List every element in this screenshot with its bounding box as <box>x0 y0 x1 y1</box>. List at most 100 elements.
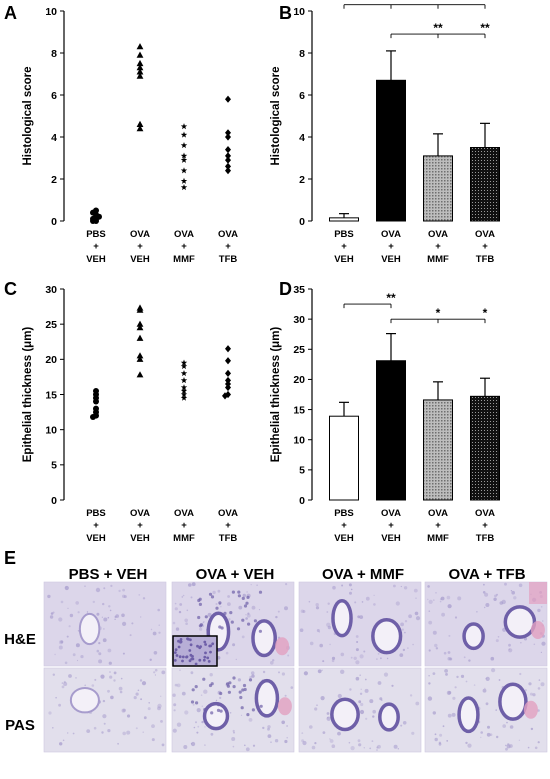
chart-d-sig-mark: ** <box>386 291 396 305</box>
histo-infiltrate <box>198 602 202 607</box>
histo-speckle <box>496 593 498 596</box>
histo-speckle <box>203 621 205 623</box>
histo-speckle <box>172 728 177 733</box>
histo-speckle <box>446 740 449 742</box>
histo-speckle <box>441 612 445 617</box>
histo-infiltrate <box>197 615 201 620</box>
histo-speckle <box>113 671 117 675</box>
chart-d-y-tick-label: 20 <box>293 374 305 386</box>
histo-speckle <box>377 681 382 685</box>
histo-speckle <box>161 670 166 675</box>
histo-speckle <box>413 588 418 593</box>
histo-inset-cell <box>181 655 185 659</box>
histo-speckle <box>480 731 484 734</box>
histo-speckle <box>415 701 420 706</box>
histo-speckle <box>123 595 127 599</box>
histo-speckle <box>107 689 110 693</box>
chart-d-y-tick-label: 15 <box>293 404 305 416</box>
histo-speckle <box>201 705 203 707</box>
histo-speckle <box>432 630 437 635</box>
chart-c-point-1-4 <box>136 334 144 341</box>
histo-speckle <box>191 582 196 587</box>
histo-speckle <box>331 744 336 748</box>
histo-speckle <box>528 682 532 686</box>
histo-infiltrate <box>230 620 234 624</box>
histo-speckle <box>262 670 266 674</box>
histo-inset-cell <box>204 643 208 646</box>
histo-speckle <box>86 611 89 613</box>
histo-airway <box>331 599 353 638</box>
histo-speckle <box>511 590 515 595</box>
histo-infiltrate <box>253 619 257 623</box>
chart-a-x-label-line2: + <box>137 241 143 252</box>
histo-col-ova-mmf: OVA + MMF <box>322 566 404 583</box>
histo-airway <box>254 678 280 718</box>
histo-speckle <box>322 660 325 663</box>
histo-speckle <box>75 677 77 679</box>
histo-inset-cell <box>179 640 182 644</box>
histo-speckle <box>139 679 143 682</box>
chart-c-x-label-line1: OVA <box>218 508 238 519</box>
histo-tile-1-3 <box>424 667 548 753</box>
histo-infiltrate <box>194 685 198 689</box>
histo-tile-1-2 <box>298 667 422 753</box>
histo-speckle <box>376 749 378 751</box>
histo-speckle <box>391 684 394 687</box>
histo-speckle <box>64 585 69 591</box>
histo-speckle <box>428 620 433 625</box>
histo-speckle <box>434 737 438 742</box>
histo-speckle <box>176 722 182 727</box>
histo-speckle <box>55 696 57 699</box>
histo-inset-cell <box>173 659 177 662</box>
chart-b-x-label-line2: + <box>482 241 488 252</box>
histo-speckle <box>404 620 408 623</box>
histo-speckle <box>68 625 71 628</box>
chart-c-y-tick-label: 0 <box>51 495 57 507</box>
histo-infiltrate <box>240 706 244 710</box>
histo-infiltrate <box>229 611 233 615</box>
histo-speckle <box>190 596 193 599</box>
histo-inset-cell <box>185 655 189 659</box>
histo-speckle <box>495 709 498 711</box>
histo-speckle <box>341 584 344 587</box>
histo-speckle <box>58 703 61 707</box>
chart-a-y-tick-label: 4 <box>51 132 57 144</box>
histo-speckle <box>457 596 462 601</box>
chart-b-x-label-line2: + <box>388 241 394 252</box>
histo-speckle <box>432 672 436 675</box>
histo-speckle <box>186 609 189 612</box>
histo-inset-cell <box>211 642 215 646</box>
histo-speckle <box>404 631 406 634</box>
chart-a-point-3-7 <box>225 167 231 175</box>
histo-speckle <box>508 648 511 651</box>
histo-speckle <box>376 658 378 660</box>
histo-speckle <box>495 639 499 643</box>
chart-a-x-label-line3: VEH <box>130 254 150 265</box>
chart-d-x-label-line1: OVA <box>428 508 448 519</box>
histo-tile-bg <box>43 667 167 753</box>
histo-speckle <box>355 648 359 652</box>
histo-speckle <box>58 617 63 622</box>
histo-speckle <box>376 746 379 749</box>
histo-speckle <box>519 672 522 676</box>
histo-speckle <box>201 720 204 724</box>
chart-a-point-2-0 <box>180 123 188 130</box>
histo-speckle <box>202 621 204 624</box>
histo-speckle <box>468 659 471 662</box>
histo-speckle <box>154 668 158 672</box>
histo-speckle <box>316 704 318 706</box>
histo-speckle <box>490 656 495 661</box>
histo-speckle <box>117 742 119 745</box>
chart-a-point-2-6 <box>180 177 188 184</box>
histo-speckle <box>225 651 229 655</box>
chart-c-point-2-1 <box>180 362 188 370</box>
chart-d-x-label-line3: VEH <box>334 533 354 544</box>
panel-label-d: D <box>279 279 292 299</box>
histo-speckle <box>308 600 311 603</box>
histo-speckle <box>140 698 143 701</box>
chart-a-point-1-7 <box>136 125 144 132</box>
histo-speckle <box>252 744 256 747</box>
histo-inset-cell <box>188 659 192 663</box>
histo-infiltrate <box>242 683 247 688</box>
